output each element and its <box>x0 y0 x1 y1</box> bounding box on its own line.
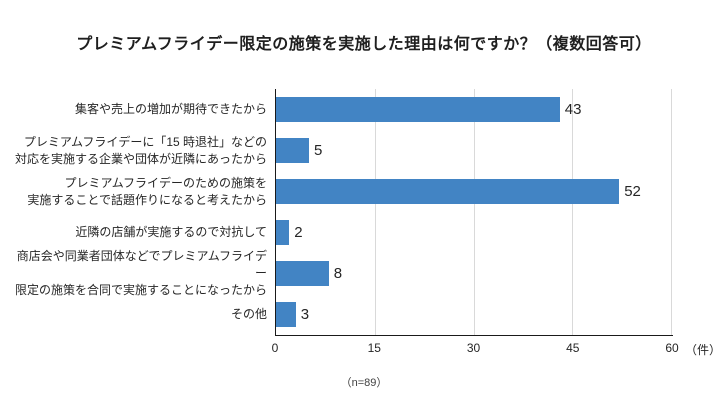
bar-track: 52 <box>275 171 672 212</box>
bar-track: 43 <box>275 89 672 130</box>
category-label: 集客や売上の増加が期待できたから <box>74 102 267 116</box>
bar <box>276 97 560 122</box>
chart-row: 近隣の店舗が実施するので対抗して 2 <box>9 212 672 253</box>
bar-chart-figure: プレミアムフライデー限定の施策を実施した理由は何ですか？（複数回答可） 集客や売… <box>0 30 728 420</box>
plot-area: 集客や売上の増加が期待できたから 43 プレミアムフライデーに「15 時退社」などの… <box>9 89 721 358</box>
category-label: プレミアムフライデーのための施策を 実施することで話題作りになると考えたから <box>27 175 267 207</box>
bar-track: 2 <box>275 212 672 253</box>
bar-rows: 集客や売上の増加が期待できたから 43 プレミアムフライデーに「15 時退社」などの… <box>9 89 672 335</box>
value-label: 5 <box>313 142 323 159</box>
chart-row: プレミアムフライデーに「15 時退社」などの 対応を実施する企業や団体が近隣にあ… <box>9 130 672 171</box>
bar <box>276 220 290 245</box>
x-axis-unit-label: （件） <box>685 343 722 357</box>
chart-row: 商店会や同業者団体などでプレミアムフライデー 限定の施策を合同で実施することにな… <box>9 249 672 297</box>
bar <box>276 302 296 327</box>
value-label: 3 <box>300 306 310 323</box>
category-label: 近隣の店舗が実施するので対抗して <box>75 225 267 239</box>
chart-row: プレミアムフライデーのための施策を 実施することで話題作りになると考えたから 52 <box>9 171 672 212</box>
value-label: 52 <box>624 183 641 200</box>
x-tick-label: 30 <box>466 341 481 355</box>
bar <box>276 138 309 163</box>
category-label: プレミアムフライデーに「15 時退社」などの 対応を実施する企業や団体が近隣にあ… <box>14 134 267 166</box>
x-tick-label: 0 <box>271 341 279 355</box>
value-label: 2 <box>294 224 303 241</box>
chart-title: プレミアムフライデー限定の施策を実施した理由は何ですか？（複数回答可） <box>76 36 652 53</box>
category-label: 商店会や同業者団体などでプレミアムフライデー 限定の施策を合同で実施することにな… <box>14 249 267 297</box>
bar-track: 5 <box>275 130 672 171</box>
value-label: 8 <box>333 265 343 282</box>
bar-track: 8 <box>275 253 672 294</box>
category-label: その他 <box>230 307 267 321</box>
x-tick-label: 15 <box>367 341 381 355</box>
x-axis-line <box>275 335 673 336</box>
x-tick-label: 45 <box>566 341 580 355</box>
bar <box>276 261 329 286</box>
x-tick-label: 60 <box>665 341 679 355</box>
x-axis-ticks: （件） 0 15 30 45 60 <box>271 336 721 358</box>
bar-track: 3 <box>275 294 672 335</box>
bar <box>276 179 620 204</box>
value-label: 43 <box>564 101 582 118</box>
chart-row: 集客や売上の増加が期待できたから 43 <box>9 89 672 130</box>
sample-size-footnote: （n=89） <box>340 377 388 389</box>
chart-row: その他 3 <box>9 294 672 335</box>
